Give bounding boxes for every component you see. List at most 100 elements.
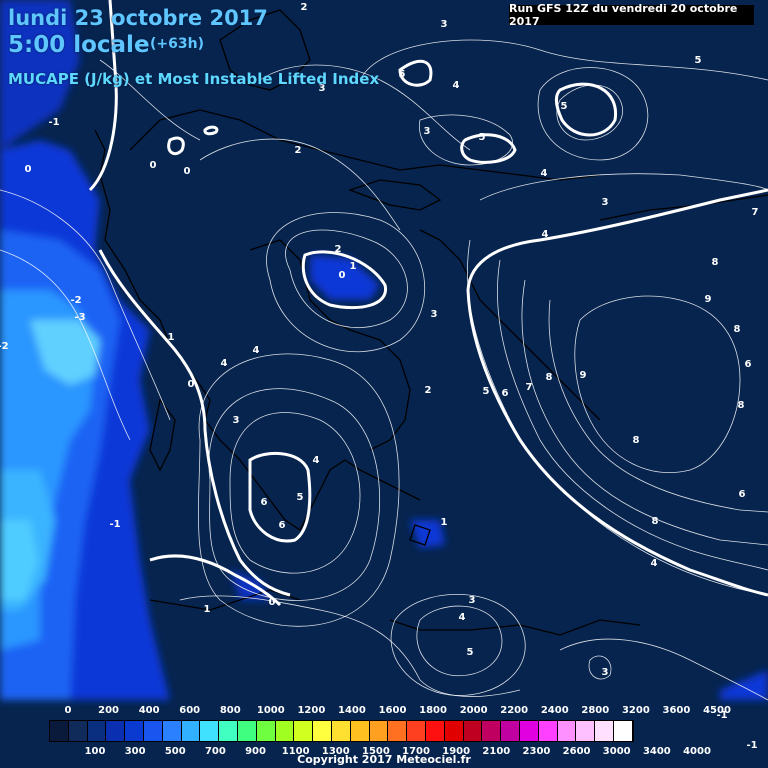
colorbar-box xyxy=(331,721,351,741)
contour-label: 3 xyxy=(424,126,431,137)
contour-label: 8 xyxy=(738,400,745,411)
contour-label: -1 xyxy=(716,710,727,721)
colorbar-bottom-label: 1100 xyxy=(281,746,310,757)
colorbar-bottom-label: 900 xyxy=(245,746,266,757)
contour-label: 6 xyxy=(261,497,268,508)
colorbar-box xyxy=(106,721,126,741)
colorbar-box xyxy=(519,721,539,741)
contour-label: 8 xyxy=(734,324,741,335)
colorbar: 0 200 400 600 800 1000 1200 1400 1600 1800 2000 220… xyxy=(0,700,768,768)
contour-label: 5 xyxy=(479,132,486,143)
colorbar-box xyxy=(576,721,596,741)
colorbar-bottom-label: 500 xyxy=(164,746,186,757)
colorbar-top-label: 600 xyxy=(179,705,201,716)
colorbar-box xyxy=(444,721,464,741)
contour-label: 3 xyxy=(233,415,240,426)
colorbar-box xyxy=(162,721,182,741)
contour-label: -1 xyxy=(746,740,757,751)
colorbar-box xyxy=(313,721,332,741)
contour-label: 1 xyxy=(204,604,211,615)
forecast-time: 5:00 locale xyxy=(8,32,150,58)
colorbar-box xyxy=(143,721,163,741)
colorbar-box xyxy=(256,721,276,741)
colorbar-box xyxy=(181,721,201,741)
colorbar-box xyxy=(482,721,502,741)
colorbar-top-label: 1600 xyxy=(378,705,407,716)
contour-label: -2 xyxy=(70,295,81,306)
contour-label: 3 xyxy=(319,83,326,94)
colorbar-bottom-label: 1300 xyxy=(321,746,350,757)
contour-label: -1 xyxy=(48,117,59,128)
contour-label: 2 xyxy=(425,385,432,396)
contour-label: -2 xyxy=(0,341,9,352)
contour-label: 0 xyxy=(188,379,195,390)
contour-label: 4 xyxy=(221,358,228,369)
colorbar-top-label: 2800 xyxy=(581,705,610,716)
contour-label: 6 xyxy=(745,359,752,370)
contour-label: 2 xyxy=(301,2,308,13)
colorbar-box xyxy=(125,721,144,741)
contour-label: 8 xyxy=(652,516,659,527)
contour-label: -1 xyxy=(109,519,120,530)
contour-label: 4 xyxy=(253,345,260,356)
colorbar-bottom-label: 3400 xyxy=(642,746,671,757)
forecast-date: lundi 23 octobre 2017 xyxy=(8,6,268,30)
colorbar-box xyxy=(200,721,220,741)
contour-label: 2 xyxy=(335,244,342,255)
contour-label: 8 xyxy=(633,435,640,446)
colorbar-bottom-label: 1500 xyxy=(362,746,390,757)
colorbar-box xyxy=(369,721,389,741)
contour-label: 1 xyxy=(350,261,357,272)
colorbar-top-label: 3200 xyxy=(621,705,650,716)
colorbar-top-label: 400 xyxy=(138,705,160,716)
contour-label: 4 xyxy=(542,229,549,240)
zero-lifted-index-lines xyxy=(88,0,768,607)
colorbar-box xyxy=(350,721,370,741)
colorbar-top-label: 2200 xyxy=(500,705,529,716)
colorbar-box xyxy=(87,721,107,741)
contour-label: 0 xyxy=(184,166,191,177)
colorbar-bottom-label: 2600 xyxy=(562,746,591,757)
colorbar-box xyxy=(237,721,257,741)
contour-label: 9 xyxy=(705,294,712,305)
contour-label: 5 xyxy=(467,647,474,658)
colorbar-top-label: 1400 xyxy=(338,705,366,716)
colorbar-box xyxy=(275,721,295,741)
contour-label: 8 xyxy=(712,257,719,268)
colorbar-box xyxy=(407,721,426,741)
colorbar-box xyxy=(557,721,577,741)
contour-label: 7 xyxy=(526,382,533,393)
colorbar-top-label: 1000 xyxy=(256,705,285,716)
colorbar-box xyxy=(388,721,408,741)
contour-label: 4 xyxy=(453,80,460,91)
contour-label: 4 xyxy=(651,558,658,569)
colorbar-boxes xyxy=(49,720,634,742)
colorbar-box xyxy=(425,721,445,741)
contour-label: 4 xyxy=(541,168,548,179)
contour-label: 6 xyxy=(739,489,746,500)
contour-label: 0 xyxy=(150,160,157,171)
contour-label: 7 xyxy=(752,207,759,218)
contour-label: 1 xyxy=(441,517,448,528)
contour-label: 5 xyxy=(483,386,490,397)
contour-label: 0 xyxy=(339,270,346,281)
colorbar-bottom-label: 3000 xyxy=(602,746,631,757)
contour-label: 8 xyxy=(546,372,553,383)
colorbar-bottom-label: 700 xyxy=(204,746,226,757)
colorbar-box xyxy=(50,721,69,741)
contour-label: 1 xyxy=(168,332,175,343)
colorbar-top-label: 4500 xyxy=(703,705,731,716)
contour-label: 4 xyxy=(313,455,320,466)
contour-label: 0 xyxy=(25,164,32,175)
colorbar-box xyxy=(613,721,633,741)
contour-label: 5 xyxy=(561,101,568,112)
colorbar-bottom-label: 2100 xyxy=(482,746,511,757)
colorbar-top-label: 800 xyxy=(219,705,241,716)
colorbar-top-label: 1200 xyxy=(297,705,326,716)
colorbar-box xyxy=(595,721,614,741)
contour-label: 4 xyxy=(459,612,466,623)
colorbar-box xyxy=(538,721,558,741)
cape-shading xyxy=(0,0,768,700)
